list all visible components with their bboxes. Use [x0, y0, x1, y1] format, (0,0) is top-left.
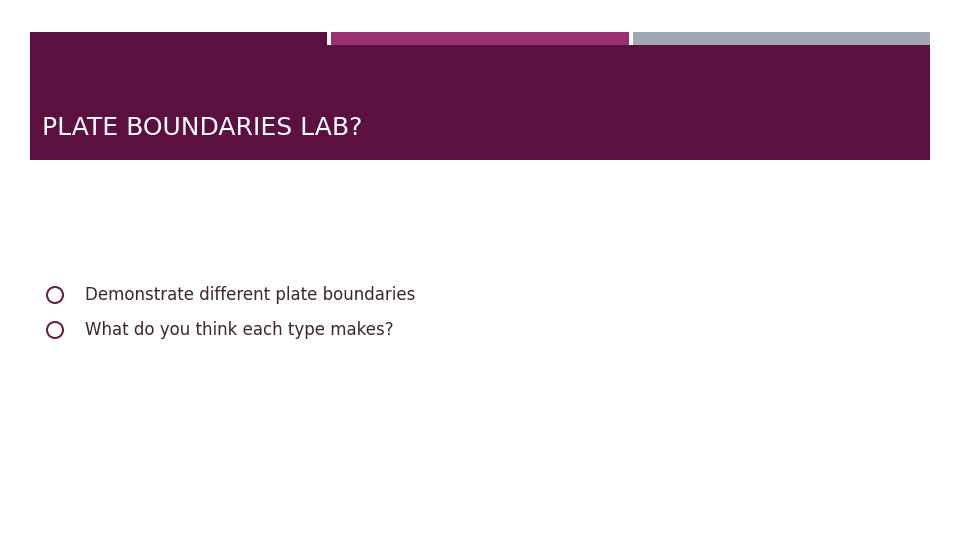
Text: What do you think each type makes?: What do you think each type makes? [85, 321, 394, 339]
Bar [30, 32, 327, 45]
Bar [331, 32, 629, 45]
Text: Demonstrate different plate boundaries: Demonstrate different plate boundaries [85, 286, 416, 304]
Bar [30, 45, 930, 160]
Bar [633, 32, 930, 45]
Text: PLATE BOUNDARIES LAB?: PLATE BOUNDARIES LAB? [42, 116, 362, 140]
